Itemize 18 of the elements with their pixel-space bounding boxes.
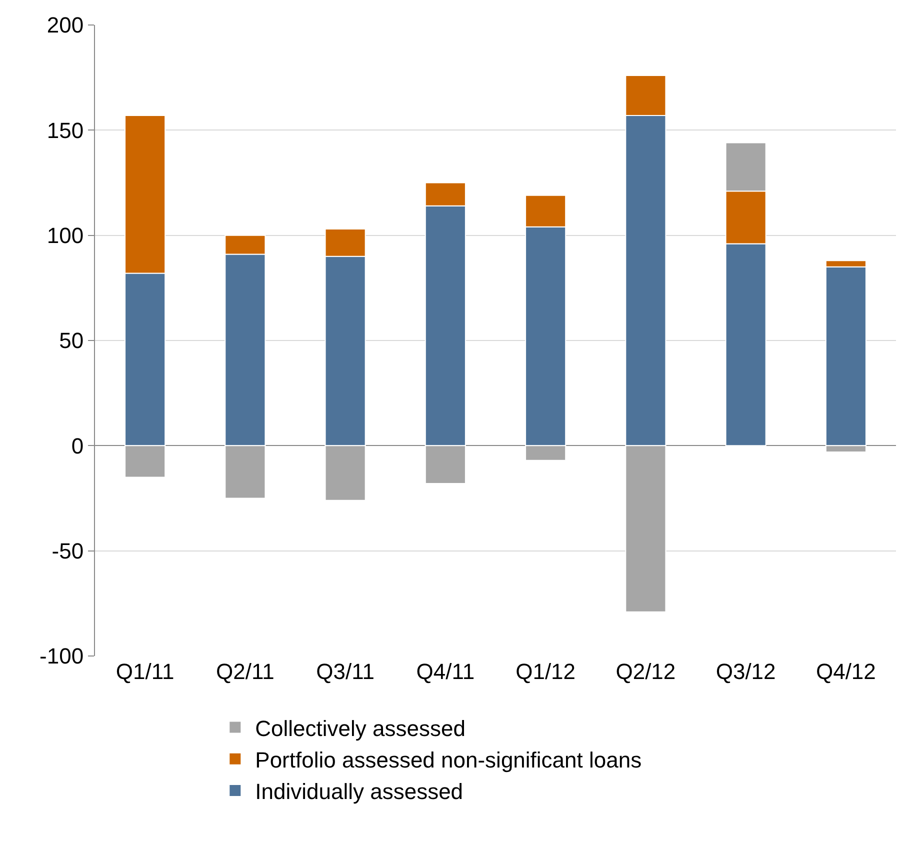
x-tick-label: Q3/12 bbox=[716, 659, 776, 684]
y-tick-label: 150 bbox=[46, 118, 84, 143]
y-tick-label: 0 bbox=[71, 433, 84, 458]
y-tick-label: -50 bbox=[52, 538, 84, 564]
x-tick-label: Q1/11 bbox=[116, 659, 174, 684]
y-tick-label: -100 bbox=[40, 644, 84, 669]
legend-label: Collectively assessed bbox=[255, 716, 466, 741]
y-tick-label: 100 bbox=[46, 223, 84, 248]
y-tick-label: 200 bbox=[46, 12, 84, 38]
x-tick-label: Q4/12 bbox=[816, 659, 876, 684]
legend-label: Portfolio assessed non-significant loans bbox=[255, 747, 642, 772]
y-tick-label: 50 bbox=[59, 328, 84, 354]
x-tick-label: Q3/11 bbox=[316, 659, 374, 684]
x-tick-label: Q1/12 bbox=[516, 659, 576, 684]
x-tick-label: Q2/12 bbox=[616, 659, 676, 684]
legend-label: Individually assessed bbox=[255, 779, 464, 804]
x-tick-label: Q4/11 bbox=[416, 659, 475, 684]
x-tick-label: Q2/11 bbox=[216, 659, 274, 684]
